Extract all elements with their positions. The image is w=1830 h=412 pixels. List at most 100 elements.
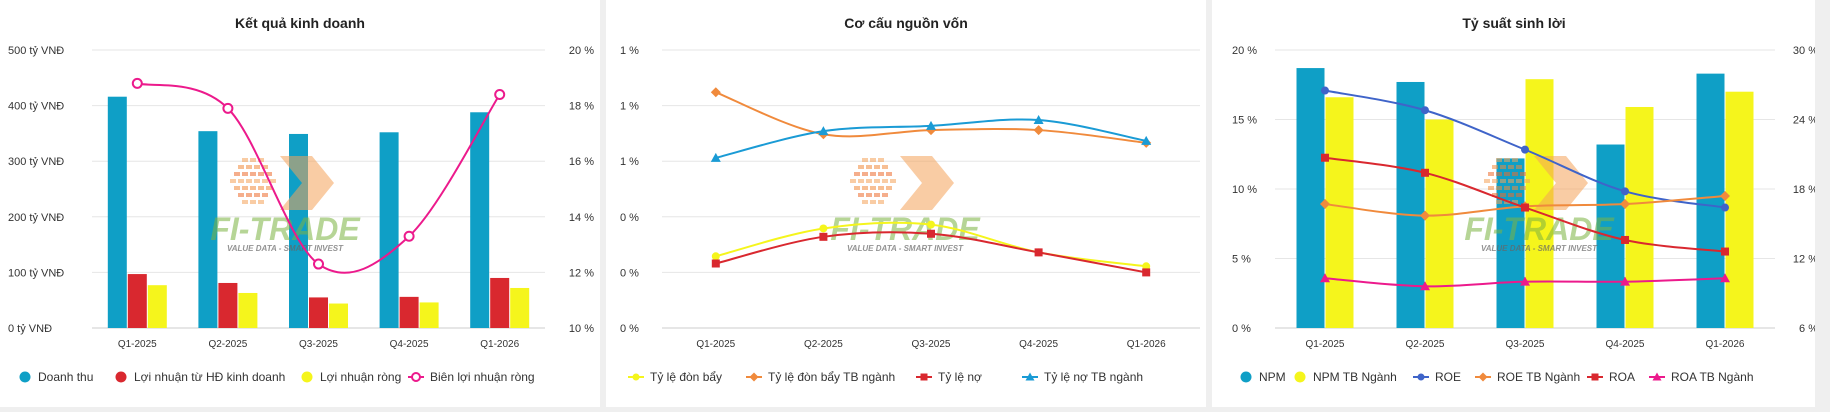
data-point	[710, 152, 721, 162]
watermark-dot	[262, 165, 268, 169]
x-tick: Q1-2025	[1306, 339, 1345, 350]
watermark-dot	[258, 158, 264, 162]
bar[interactable]	[470, 112, 490, 328]
watermark-dot	[886, 172, 892, 176]
watermark-dot	[238, 179, 244, 183]
bar[interactable]	[1425, 119, 1454, 329]
x-tick: Q2-2025	[208, 339, 247, 350]
watermark-dot	[1504, 186, 1510, 190]
legend-item[interactable]: ROE	[1413, 370, 1461, 384]
data-point	[131, 77, 143, 89]
x-tick: Q1-2025	[118, 339, 157, 350]
watermark-tagline: VALUE DATA - SMART INVEST	[847, 244, 964, 253]
bar[interactable]	[1725, 91, 1754, 328]
legend-label: Tỷ lệ nợ TB ngành	[1044, 370, 1143, 384]
watermark-dot	[1508, 179, 1514, 183]
watermark-dot	[1516, 193, 1522, 197]
y-left-tick: 300 tỷ VNĐ	[8, 156, 64, 168]
watermark-dot	[1516, 165, 1522, 169]
bar[interactable]	[1296, 68, 1325, 328]
bar[interactable]	[490, 277, 510, 328]
line-series-3	[1320, 273, 1730, 291]
data-point	[818, 126, 829, 136]
watermark-dot	[1512, 200, 1518, 204]
bar-series-0	[1296, 68, 1725, 328]
line-series-1	[710, 87, 1152, 148]
bar[interactable]	[147, 285, 167, 328]
bar[interactable]	[1396, 81, 1425, 328]
legend-swatch	[1240, 371, 1252, 383]
legend-item[interactable]: ROA	[1587, 370, 1635, 384]
watermark-dot	[230, 179, 236, 183]
data-point	[1720, 273, 1730, 283]
watermark-dot	[874, 193, 880, 197]
bar[interactable]	[510, 287, 530, 328]
watermark-dot	[1508, 165, 1514, 169]
bar[interactable]	[399, 296, 419, 328]
watermark-dot	[1512, 172, 1518, 176]
x-tick: Q4-2025	[1019, 339, 1058, 350]
legend-item[interactable]: NPM	[1240, 370, 1286, 384]
bar[interactable]	[309, 297, 328, 328]
legend-marker	[1652, 372, 1662, 381]
watermark-dot	[1496, 158, 1502, 162]
data-point	[926, 120, 936, 130]
watermark-dot	[234, 186, 240, 190]
watermark-dot	[1496, 186, 1502, 190]
watermark-dot	[886, 186, 892, 190]
watermark-dot	[258, 172, 264, 176]
bar[interactable]	[198, 131, 218, 328]
legend-item[interactable]: Doanh thu	[19, 370, 94, 384]
bar-series-1	[127, 274, 510, 328]
legend-label: Tỷ lệ đòn bẩy	[650, 370, 722, 384]
y-right-tick: 18 %	[1793, 184, 1815, 196]
legend-label: Biên lợi nhuận ròng	[430, 370, 535, 384]
bar[interactable]	[419, 302, 439, 328]
bar[interactable]	[1625, 106, 1654, 329]
legend-item[interactable]: Tỷ lệ đòn bẩy TB ngành	[746, 370, 895, 384]
data-point	[1521, 145, 1529, 154]
legend-label: NPM TB Ngành	[1313, 370, 1397, 384]
chart-title: Cơ cấu nguồn vốn	[844, 15, 968, 31]
legend-item[interactable]: NPM TB Ngành	[1294, 370, 1397, 384]
watermark-dot	[246, 179, 252, 183]
bar[interactable]	[127, 274, 147, 328]
legend-label: NPM	[1259, 370, 1286, 384]
y-right-tick: 24 %	[1793, 115, 1815, 127]
data-point	[222, 102, 234, 114]
legend-item[interactable]: Tỷ lệ đòn bẩy	[628, 370, 722, 384]
watermark-dot	[254, 193, 260, 197]
data-point	[1321, 153, 1329, 162]
legend-item[interactable]: ROE TB Ngành	[1475, 370, 1580, 384]
watermark-dot	[238, 165, 244, 169]
bar[interactable]	[329, 303, 348, 328]
legend-item[interactable]: Lợi nhuận ròng	[301, 370, 402, 384]
data-point	[1034, 248, 1043, 257]
legend-item[interactable]: Lợi nhuận từ HĐ kinh doanh	[115, 370, 286, 384]
legend-label: Lợi nhuận từ HĐ kinh doanh	[134, 370, 285, 384]
bar[interactable]	[379, 132, 399, 328]
bar[interactable]	[1696, 73, 1725, 328]
line-series-0	[131, 77, 506, 274]
y-left-tick: 0 %	[620, 212, 639, 224]
y-left-tick: 5 %	[1232, 254, 1251, 266]
data-point	[1721, 247, 1729, 256]
legend-item[interactable]: ROA TB Ngành	[1649, 370, 1754, 384]
bar[interactable]	[218, 282, 238, 328]
legend-item[interactable]: Tỷ lệ nợ TB ngành	[1022, 370, 1143, 384]
y-left-tick: 10 %	[1232, 184, 1257, 196]
bar[interactable]	[107, 96, 127, 328]
legend-label: ROE TB Ngành	[1497, 370, 1580, 384]
watermark-dot	[270, 179, 276, 183]
watermark-brand: FI-TRADE	[830, 211, 981, 247]
data-point	[1720, 190, 1730, 201]
data-point	[927, 229, 935, 238]
bar[interactable]	[1325, 97, 1354, 328]
watermark-dot	[1492, 179, 1498, 183]
y-right-tick: 12 %	[1793, 254, 1815, 266]
bar[interactable]	[238, 292, 258, 328]
legend-item[interactable]: Tỷ lệ nợ	[916, 370, 982, 384]
legend-item[interactable]: Biên lợi nhuận ròng	[408, 370, 535, 384]
